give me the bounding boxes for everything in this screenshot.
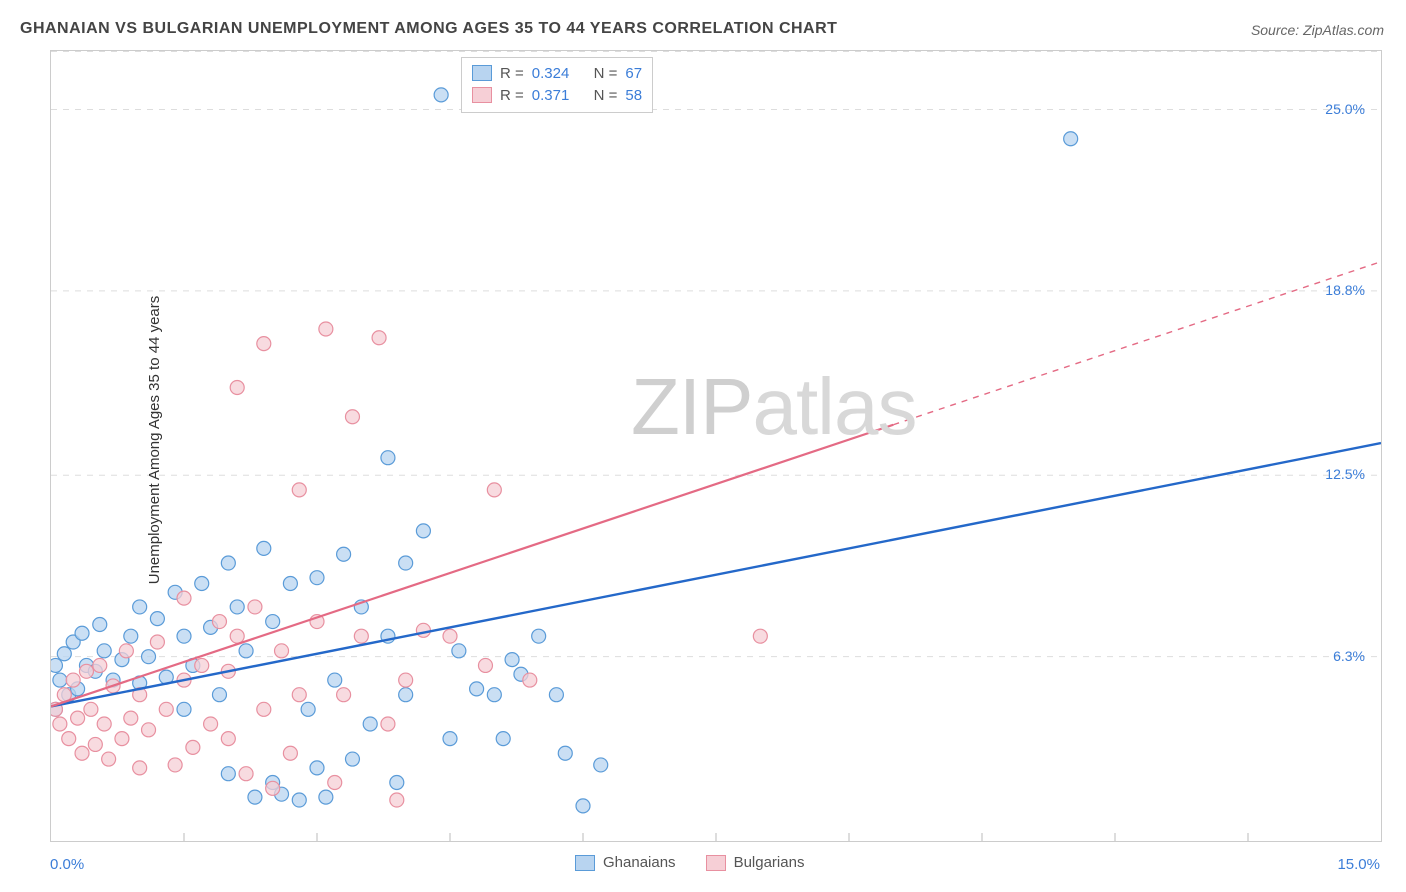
stat-legend-row: R = 0.324 N = 67 xyxy=(472,62,642,84)
n-value: 67 xyxy=(625,65,642,82)
x-axis-max-label: 15.0% xyxy=(1337,856,1380,873)
series-legend-label: Ghanaians xyxy=(603,854,676,871)
y-tick-label: 6.3% xyxy=(1333,648,1365,664)
chart-svg xyxy=(51,51,1381,841)
y-tick-label: 25.0% xyxy=(1325,101,1365,117)
legend-swatch xyxy=(575,855,595,871)
chart-source: Source: ZipAtlas.com xyxy=(1251,22,1384,38)
y-axis-label: Unemployment Among Ages 35 to 44 years xyxy=(146,296,163,585)
legend-swatch xyxy=(706,855,726,871)
n-label: N = xyxy=(594,65,618,82)
plot-area: ZIPatlas R =0.324 N =67R =0.371 N =58 6.… xyxy=(50,50,1382,842)
legend-swatch xyxy=(472,65,492,81)
stat-legend: R = 0.324 N = 67 R = 0.371 N = 58 xyxy=(461,57,653,113)
series-legend-item: Ghanaians xyxy=(575,854,676,871)
r-value: 0.371 xyxy=(532,87,570,104)
n-value: 58 xyxy=(625,87,642,104)
series-legend-label: Bulgarians xyxy=(734,854,805,871)
series-legend: Ghanaians Bulgarians xyxy=(575,854,804,871)
n-label: N = xyxy=(594,87,618,104)
x-axis-min-label: 0.0% xyxy=(50,856,84,873)
legend-swatch xyxy=(472,87,492,103)
chart-title: GHANAIAN VS BULGARIAN UNEMPLOYMENT AMONG… xyxy=(20,20,837,38)
y-tick-label: 18.8% xyxy=(1325,282,1365,298)
r-value: 0.324 xyxy=(532,65,570,82)
y-tick-label: 12.5% xyxy=(1325,466,1365,482)
stat-legend-row: R = 0.371 N = 58 xyxy=(472,84,642,106)
series-legend-item: Bulgarians xyxy=(706,854,805,871)
r-label: R = xyxy=(500,87,524,104)
r-label: R = xyxy=(500,65,524,82)
